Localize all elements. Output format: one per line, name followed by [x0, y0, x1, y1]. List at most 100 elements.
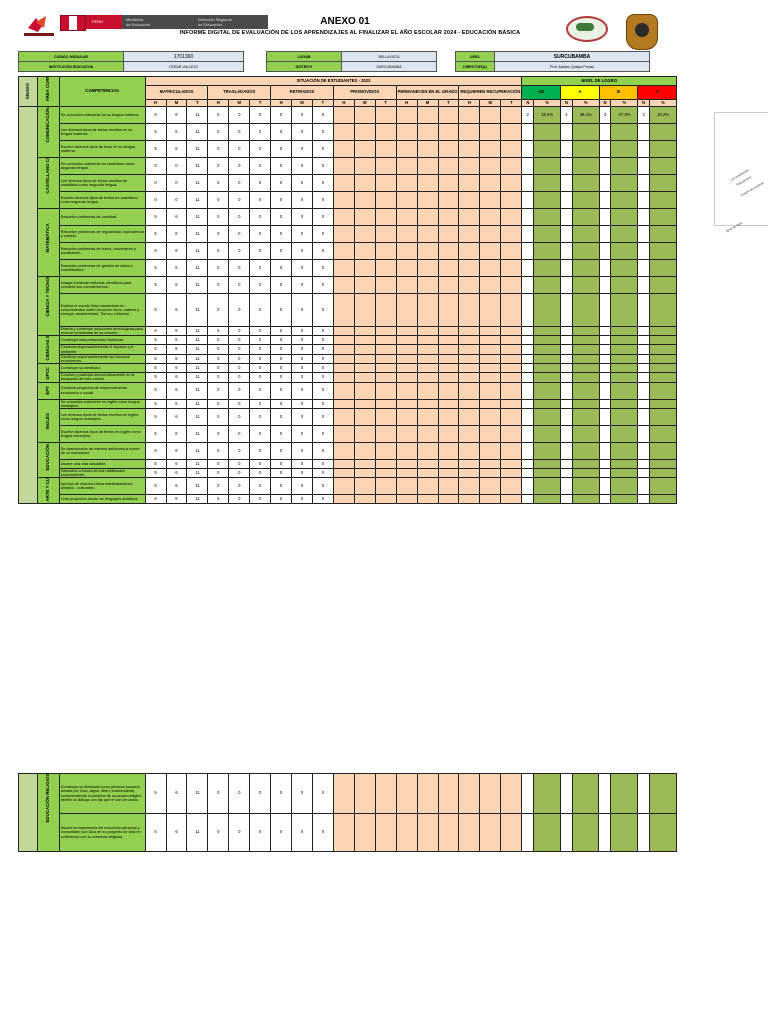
level-cell — [521, 208, 535, 226]
group-header: TRASLADADOS — [207, 85, 272, 100]
value-cell: 0 — [291, 140, 313, 158]
hmt-header: H — [332, 99, 355, 107]
value-cell: 6 — [165, 381, 188, 400]
group-header: RETIRADOS — [270, 85, 334, 100]
level-cell — [533, 293, 562, 327]
value-cell: 0 — [228, 191, 251, 209]
value-cell: 0 — [291, 242, 313, 260]
value-cell — [458, 140, 481, 158]
value-cell — [500, 157, 523, 175]
level-cell — [560, 353, 573, 365]
value-cell — [374, 106, 397, 124]
value-cell — [500, 468, 523, 479]
level-cell — [521, 140, 535, 158]
value-cell: 11 — [186, 106, 209, 124]
codigo-modular-value: 1701390 — [123, 51, 244, 62]
level-cell — [598, 140, 612, 158]
table-row: Lee diversos tipos de textos escritos de… — [19, 174, 677, 192]
value-cell: 11 — [186, 813, 209, 852]
level-cell — [598, 225, 612, 243]
value-cell: 11 — [186, 123, 209, 141]
value-cell: 0 — [249, 191, 272, 209]
level-cell — [571, 344, 600, 355]
value-cell: 5 — [144, 293, 167, 327]
level-cell — [560, 459, 573, 470]
value-cell: 5 — [144, 140, 167, 158]
level-cell — [649, 123, 677, 141]
value-cell: 11 — [186, 335, 209, 346]
level-cell — [533, 174, 562, 192]
value-cell: 5 — [144, 398, 167, 410]
value-cell: 0 — [207, 813, 230, 852]
value-cell: 11 — [186, 494, 209, 505]
value-cell: 6 — [165, 494, 188, 505]
value-cell: 0 — [249, 335, 272, 346]
value-cell — [437, 381, 460, 400]
level-cell — [571, 276, 600, 294]
level-cell — [571, 468, 600, 479]
value-cell: 0 — [249, 425, 272, 444]
level-cell: 18.2% — [649, 106, 677, 124]
value-cell — [374, 425, 397, 444]
value-cell: 0 — [228, 174, 251, 192]
value-cell — [479, 372, 502, 383]
value-cell — [458, 276, 481, 294]
peru-flag-icon — [60, 15, 86, 31]
level-cell — [637, 344, 651, 355]
level-cell — [637, 157, 651, 175]
level-cell — [598, 157, 612, 175]
value-cell: 6 — [165, 344, 188, 355]
value-cell: 0 — [249, 353, 272, 365]
value-cell: 0 — [311, 425, 334, 444]
value-cell: 0 — [270, 335, 293, 346]
value-cell — [437, 335, 460, 346]
level-cell — [560, 372, 573, 383]
value-cell: 0 — [228, 381, 251, 400]
value-cell — [437, 325, 460, 337]
level-cell — [637, 363, 651, 374]
value-cell — [479, 344, 502, 355]
level-cell — [610, 344, 639, 355]
value-cell — [416, 276, 439, 294]
value-cell — [374, 208, 397, 226]
value-cell — [353, 259, 376, 277]
value-cell — [332, 468, 355, 479]
table-row: COMUNICACIÓN Se comunica oralmente en su … — [17, 105, 677, 505]
value-cell — [416, 106, 439, 124]
level-cell — [649, 477, 677, 496]
hmt-header: T — [374, 99, 397, 107]
value-cell — [479, 398, 502, 410]
value-cell — [353, 459, 376, 470]
value-cell: 5 — [144, 353, 167, 365]
value-cell — [374, 225, 397, 243]
value-cell: 0 — [291, 259, 313, 277]
value-cell — [458, 344, 481, 355]
value-cell: 0 — [228, 813, 251, 852]
level-cell — [610, 174, 639, 192]
hmt-header: M — [165, 99, 188, 107]
value-cell — [500, 494, 523, 505]
area-name: INGLÉS — [45, 412, 51, 430]
value-cell: 0 — [228, 468, 251, 479]
value-cell: 0 — [228, 325, 251, 337]
value-cell — [353, 157, 376, 175]
level-cell — [571, 140, 600, 158]
level-cell — [598, 174, 612, 192]
value-cell — [416, 468, 439, 479]
value-cell — [458, 372, 481, 383]
np-header: N — [521, 99, 535, 107]
value-cell: 11 — [186, 442, 209, 461]
level-cell — [637, 293, 651, 327]
level-cell — [610, 259, 639, 277]
level-cell — [649, 372, 677, 383]
value-cell — [416, 442, 439, 461]
value-cell — [353, 140, 376, 158]
value-cell — [437, 442, 460, 461]
value-cell — [416, 459, 439, 470]
value-cell — [458, 325, 481, 337]
value-cell — [395, 813, 418, 852]
level-cell: 27.3% — [610, 106, 639, 124]
value-cell — [458, 773, 481, 814]
value-cell: 0 — [311, 442, 334, 461]
hmt-header: H — [207, 99, 230, 107]
